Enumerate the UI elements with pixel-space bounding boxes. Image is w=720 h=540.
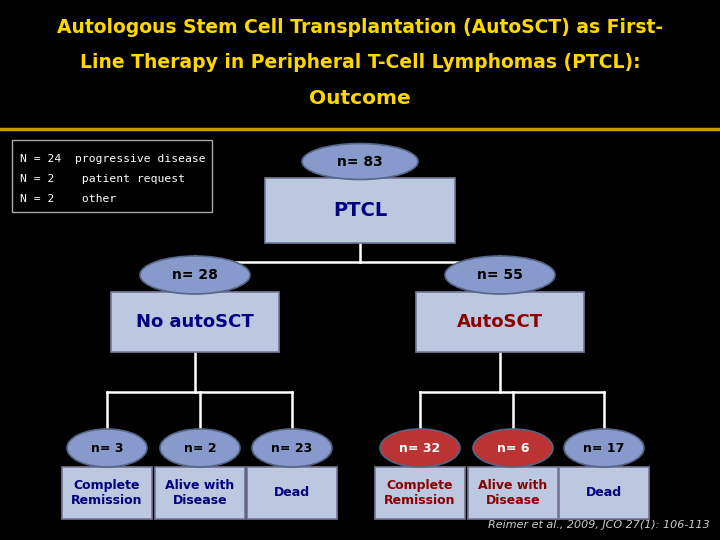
Bar: [416, 292, 584, 352]
Text: Reimer et al., 2009, JCO 27(1): 106-113: Reimer et al., 2009, JCO 27(1): 106-113: [488, 520, 710, 530]
Text: n= 83: n= 83: [337, 154, 383, 168]
Text: Alive with
Disease: Alive with Disease: [166, 479, 235, 507]
Ellipse shape: [380, 429, 460, 467]
Ellipse shape: [252, 429, 332, 467]
Text: n= 6: n= 6: [497, 442, 529, 455]
Text: Dead: Dead: [274, 487, 310, 500]
Text: n= 23: n= 23: [271, 442, 312, 455]
Ellipse shape: [67, 429, 147, 467]
Ellipse shape: [473, 429, 553, 467]
Text: n= 3: n= 3: [91, 442, 123, 455]
Text: N = 2    patient request: N = 2 patient request: [20, 174, 185, 184]
Bar: [62, 467, 152, 519]
Text: n= 17: n= 17: [583, 442, 625, 455]
Bar: [155, 467, 245, 519]
Bar: [247, 467, 337, 519]
Ellipse shape: [302, 144, 418, 179]
Bar: [12, 140, 212, 212]
Ellipse shape: [140, 256, 250, 294]
Ellipse shape: [160, 429, 240, 467]
Bar: [265, 178, 455, 242]
Text: n= 28: n= 28: [172, 268, 218, 282]
Text: N = 24  progressive disease: N = 24 progressive disease: [20, 154, 206, 164]
Text: Line Therapy in Peripheral T-Cell Lymphomas (PTCL):: Line Therapy in Peripheral T-Cell Lympho…: [80, 53, 640, 72]
Text: Complete
Remission: Complete Remission: [71, 479, 143, 507]
Bar: [375, 467, 465, 519]
Bar: [559, 467, 649, 519]
Bar: [111, 292, 279, 352]
Text: PTCL: PTCL: [333, 200, 387, 219]
Text: Alive with
Disease: Alive with Disease: [478, 479, 548, 507]
Text: No autoSCT: No autoSCT: [136, 313, 254, 331]
Text: AutoSCT: AutoSCT: [457, 313, 543, 331]
Text: N = 2    other: N = 2 other: [20, 194, 116, 204]
Text: n= 2: n= 2: [184, 442, 216, 455]
Bar: [468, 467, 558, 519]
Text: Autologous Stem Cell Transplantation (AutoSCT) as First-: Autologous Stem Cell Transplantation (Au…: [57, 18, 663, 37]
Text: n= 55: n= 55: [477, 268, 523, 282]
Ellipse shape: [445, 256, 555, 294]
Text: Outcome: Outcome: [309, 89, 411, 108]
Text: n= 32: n= 32: [400, 442, 441, 455]
Ellipse shape: [564, 429, 644, 467]
Text: Dead: Dead: [586, 487, 622, 500]
Text: Complete
Remission: Complete Remission: [384, 479, 456, 507]
